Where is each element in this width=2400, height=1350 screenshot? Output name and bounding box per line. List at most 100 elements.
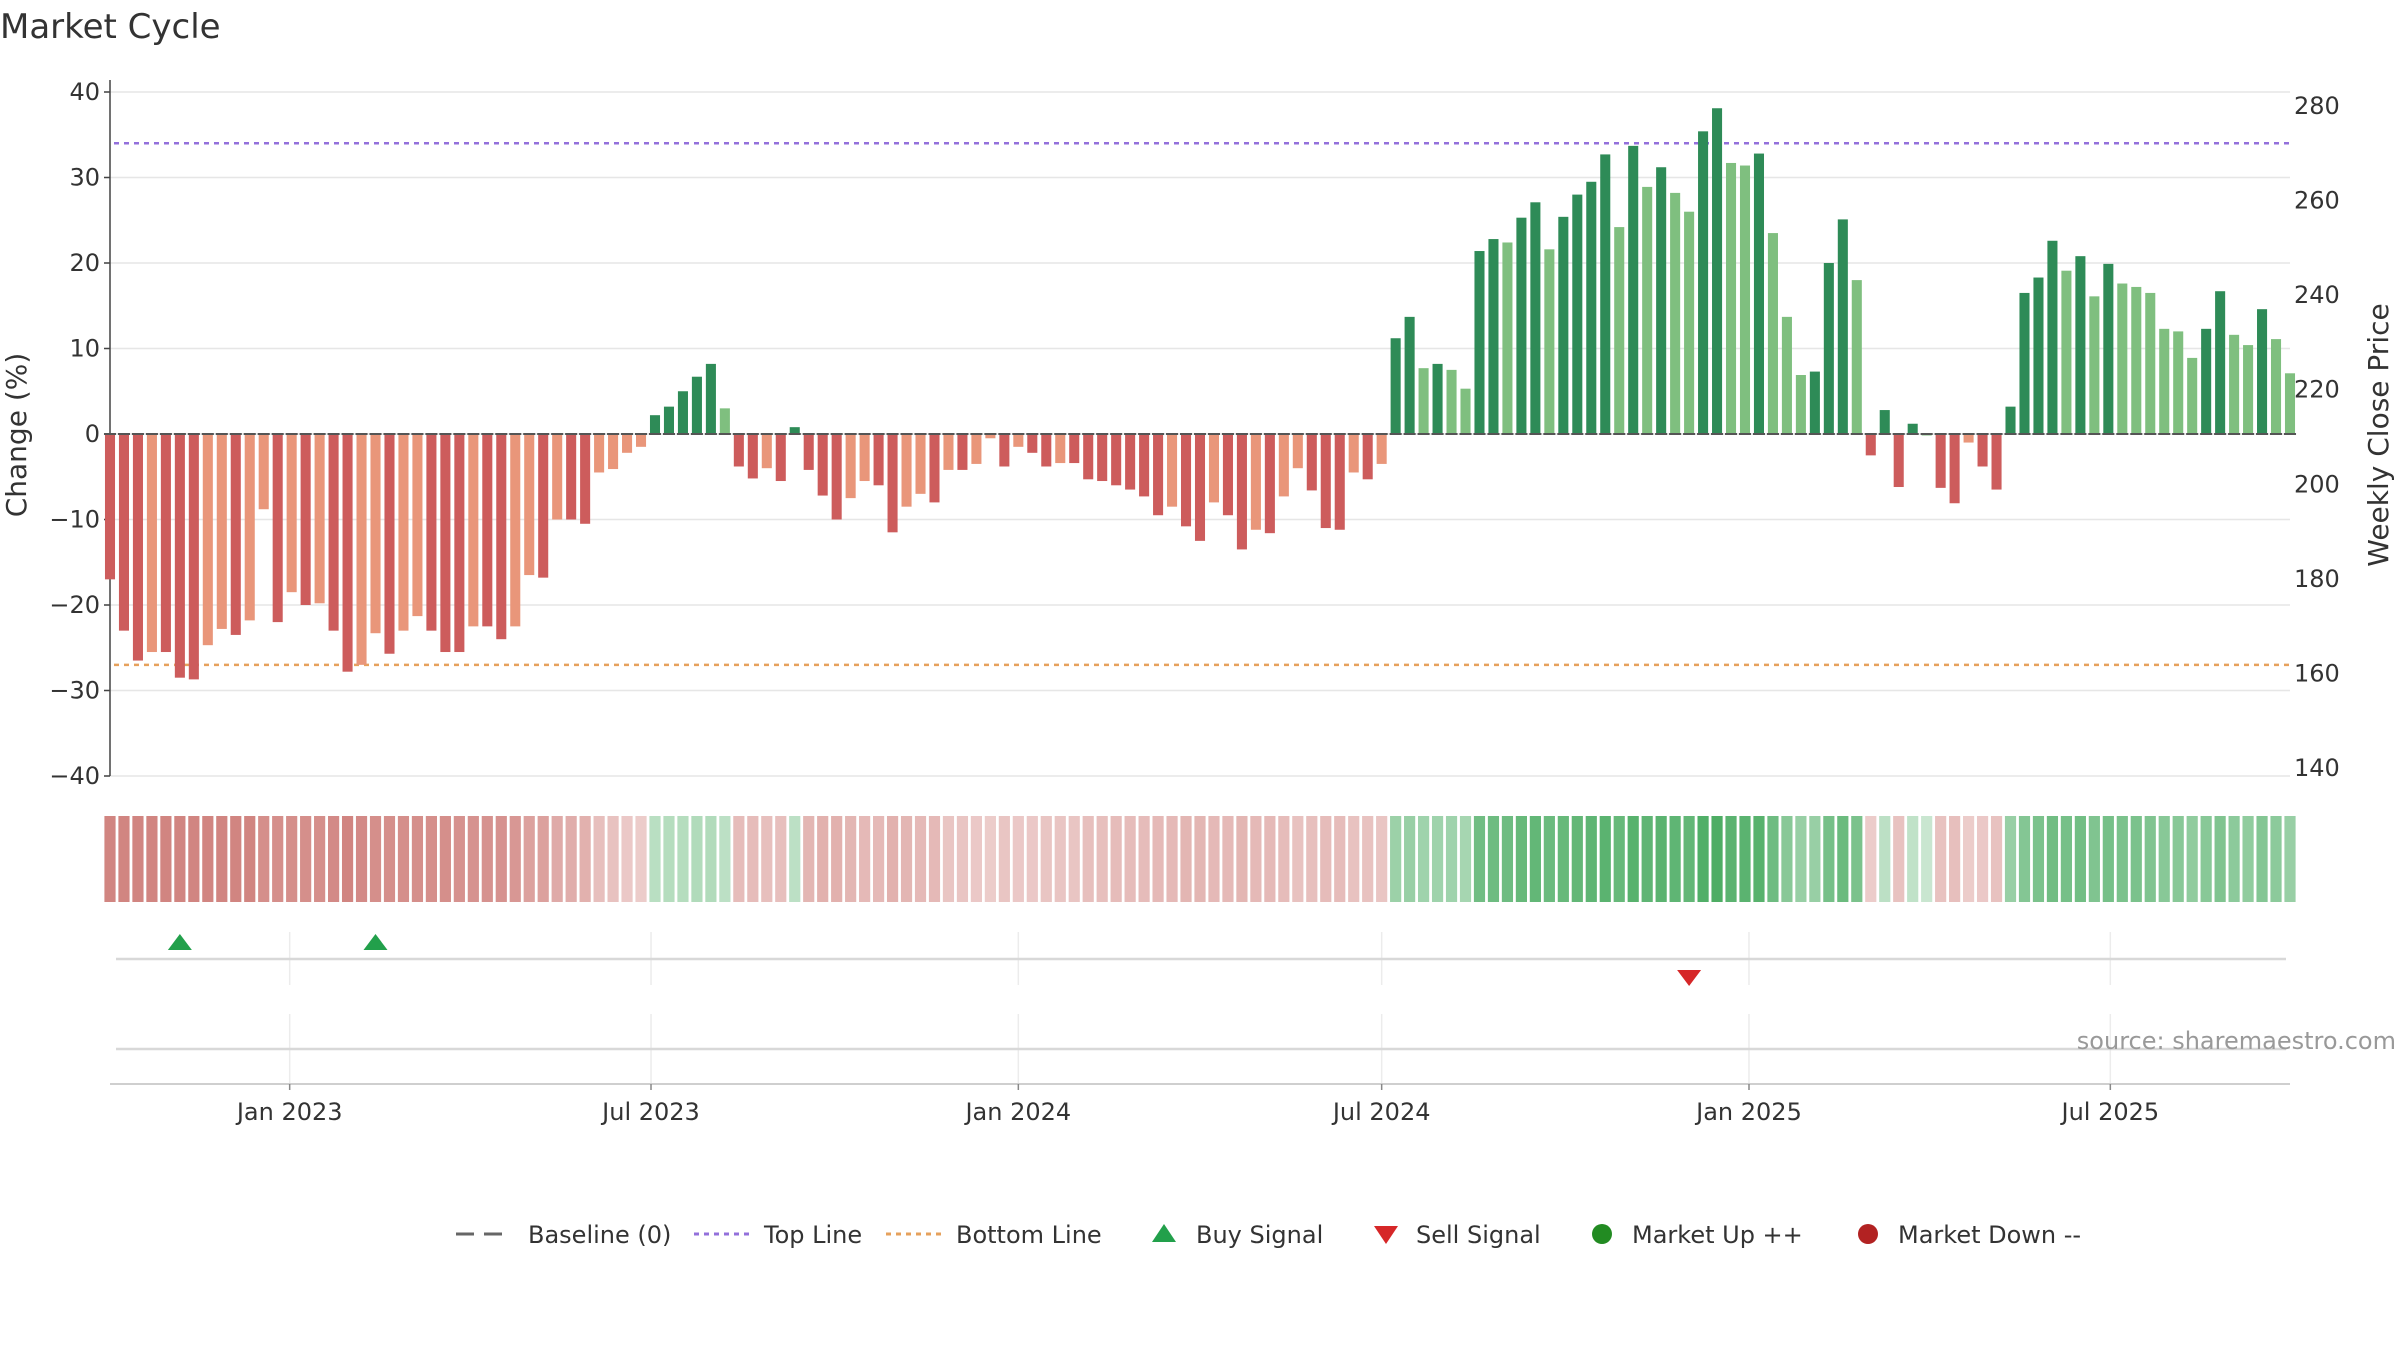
strength-cell [886,816,899,902]
x-tick-label: Jul 2025 [2059,1098,2159,1126]
strength-cell [397,816,410,902]
change-bar [1572,194,1583,434]
change-bar [1139,434,1150,497]
strength-cell [2130,816,2142,902]
market-panel [110,1014,2290,1085]
strength-cell [705,816,717,902]
change-bar [1642,186,1653,434]
strength-cell [2046,816,2059,902]
change-bar [2187,357,2198,434]
strength-cell [188,816,200,902]
strength-cell [873,816,885,902]
strength-cell [1124,816,1136,902]
legend-item-baseline: Baseline (0) [456,1221,671,1249]
change-bar [1264,434,1275,534]
buy-signal-marker [167,934,192,950]
change-bar [202,434,213,646]
strength-cell [942,816,955,902]
y-tick-label: −10 [49,506,100,534]
strength-cell [1054,816,1066,902]
strength-cell [1725,816,1737,902]
change-bar [1488,239,1499,434]
change-bar [2145,292,2156,434]
change-bar [2229,334,2240,434]
strength-cell [1110,816,1122,902]
change-bar [719,408,730,434]
change-bar [789,427,800,434]
strength-cell [1012,816,1024,902]
change-bar [622,434,633,453]
strength-cell [1879,816,1891,902]
y-tick-label: 40 [69,78,100,106]
change-bar [705,363,716,434]
strength-cell [411,816,424,902]
strength-cell [761,816,773,902]
strength-cell [300,816,312,902]
change-bar [1949,434,1960,504]
strength-cell [328,816,340,902]
strength-cell [1711,816,1723,902]
strength-cell [1781,816,1793,902]
strength-cell [2186,816,2198,902]
change-bar [496,434,507,640]
change-bar [2215,291,2226,434]
strength-cell [132,816,144,902]
strength-cell [1445,816,1458,902]
change-bar [1935,434,1946,488]
strength-cell [1082,816,1094,902]
strength-cell [2116,816,2128,902]
change-bar [1781,316,1792,434]
legend-swatch [1374,1226,1398,1244]
change-bar [1362,434,1373,480]
strength-cell [1921,816,1933,902]
strength-cell [565,816,577,902]
change-bar [971,434,982,464]
change-bar [929,434,940,503]
change-bar [300,434,311,605]
x-tick-label: Jul 2023 [600,1098,700,1126]
strength-cell [1599,816,1611,902]
strength-cell [2032,816,2045,902]
change-bar [1334,434,1345,530]
legend-label: Market Up ++ [1632,1221,1803,1249]
y-tick-label: 0 [85,420,100,448]
strength-cell [523,816,535,902]
strength-cell [984,816,996,902]
change-bar [1544,249,1555,434]
change-bar [1111,434,1122,486]
change-bar [1809,371,1820,434]
change-bar [1055,434,1066,464]
sell-signal-marker [1677,970,1702,986]
strength-cell [202,816,214,902]
strength-cell [1040,816,1052,902]
change-bar [1656,167,1667,435]
strength-cell [1697,816,1709,902]
change-bar [1180,434,1192,527]
strength-cell [383,816,396,902]
y2-tick-label: 240 [2294,281,2340,309]
change-bar [1083,434,1094,480]
strength-cell [2228,816,2240,902]
strength-cell [1348,816,1360,902]
change-bar [2173,331,2184,434]
strength-cell [355,816,368,902]
change-bar [649,415,661,434]
change-bar [1600,154,1611,435]
strength-cell [1669,816,1681,902]
strength-cell [258,816,270,902]
strength-cell [1404,816,1416,902]
change-bar [2089,296,2100,434]
strength-cell [1418,816,1430,902]
strength-cell [244,816,256,902]
change-bar [1250,434,1261,530]
change-bar [608,434,619,470]
x-axis-ticks: Jan 2023 Jul 2023 Jan 2024 Jul 2024 Jan 2025… [235,1084,2159,1126]
change-bar [1208,434,1220,503]
legend-label: Top Line [763,1221,862,1249]
change-bar [775,434,786,482]
strength-cell [551,816,563,902]
strength-cell [859,816,871,902]
change-bar [580,434,591,524]
change-bar [2131,286,2142,434]
